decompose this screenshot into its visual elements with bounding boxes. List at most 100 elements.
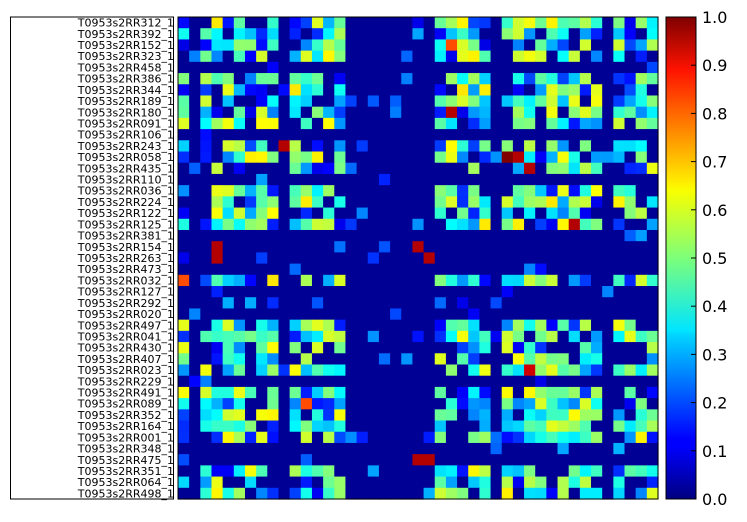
heatmap-cell bbox=[490, 487, 503, 500]
heatmap-cell bbox=[524, 151, 536, 164]
heatmap-cell bbox=[311, 420, 324, 433]
heatmap-cell bbox=[602, 173, 614, 186]
heatmap-cell bbox=[367, 84, 380, 97]
heatmap-cell bbox=[378, 129, 391, 141]
heatmap-cell bbox=[568, 252, 581, 265]
heatmap-cell bbox=[356, 353, 369, 366]
heatmap-cell bbox=[311, 218, 324, 231]
heatmap-cell bbox=[557, 50, 570, 63]
heatmap-cell bbox=[244, 420, 257, 433]
heatmap-cell bbox=[591, 487, 603, 500]
heatmap-cell bbox=[591, 409, 603, 422]
heatmap-cell bbox=[423, 286, 436, 298]
heatmap-cell bbox=[200, 330, 213, 343]
heatmap-cell bbox=[535, 375, 547, 388]
heatmap-cell bbox=[568, 420, 581, 433]
heatmap-cell bbox=[579, 420, 592, 433]
heatmap-cell bbox=[289, 431, 302, 444]
heatmap-cell bbox=[189, 173, 201, 186]
heatmap-cell bbox=[535, 162, 547, 175]
heatmap-cell bbox=[479, 162, 492, 175]
heatmap-cell bbox=[311, 465, 324, 478]
heatmap-cell bbox=[200, 129, 213, 141]
heatmap-cell bbox=[557, 398, 570, 410]
heatmap-cell bbox=[579, 162, 592, 175]
heatmap-cell bbox=[390, 465, 402, 478]
heatmap-cell bbox=[289, 364, 302, 377]
heatmap-cell bbox=[401, 476, 414, 489]
heatmap-cell bbox=[178, 73, 190, 85]
heatmap-cell bbox=[646, 28, 659, 41]
heatmap-cell bbox=[390, 454, 402, 466]
heatmap-cell bbox=[646, 241, 659, 253]
heatmap-cell bbox=[423, 375, 436, 388]
row-label: T0953s2RR292_1 bbox=[77, 297, 174, 310]
heatmap-cell bbox=[445, 319, 458, 332]
heatmap-cell bbox=[189, 308, 201, 321]
heatmap-cell bbox=[646, 185, 659, 197]
heatmap-cell bbox=[512, 386, 525, 399]
row-label: T0953s2RR001_1 bbox=[77, 431, 174, 444]
row-label: T0953s2RR106_1 bbox=[77, 129, 174, 142]
heatmap-cell bbox=[378, 364, 391, 377]
heatmap-cell bbox=[535, 95, 547, 108]
heatmap-cell bbox=[178, 252, 190, 265]
heatmap-cell bbox=[267, 84, 280, 97]
heatmap-cell bbox=[535, 431, 547, 444]
heatmap-cell bbox=[178, 297, 190, 310]
heatmap-cell bbox=[557, 308, 570, 321]
heatmap-cell bbox=[468, 375, 480, 388]
heatmap-cell bbox=[646, 263, 659, 276]
heatmap-cell bbox=[244, 454, 257, 466]
colorbar: 0.00.10.20.30.40.50.60.70.80.91.0 bbox=[665, 8, 727, 509]
heatmap-cell bbox=[524, 84, 536, 97]
heatmap-cell bbox=[591, 442, 603, 455]
heatmap-cell bbox=[524, 61, 536, 74]
heatmap-cell bbox=[568, 319, 581, 332]
heatmap-cell bbox=[356, 342, 369, 354]
heatmap-cell bbox=[222, 28, 235, 41]
heatmap-cell bbox=[501, 342, 514, 354]
heatmap-cell bbox=[367, 364, 380, 377]
heatmap-cell bbox=[390, 476, 402, 489]
heatmap-cell bbox=[602, 196, 614, 209]
heatmap-cell bbox=[445, 398, 458, 410]
heatmap-cell bbox=[189, 241, 201, 253]
heatmap-cell bbox=[267, 17, 280, 29]
heatmap-cell bbox=[479, 129, 492, 141]
heatmap-cell bbox=[256, 364, 268, 377]
heatmap-cell bbox=[222, 117, 235, 130]
heatmap-cell bbox=[468, 465, 480, 478]
heatmap-cell bbox=[624, 420, 637, 433]
heatmap-cell bbox=[300, 185, 313, 197]
heatmap-cell bbox=[468, 398, 480, 410]
heatmap-cell bbox=[423, 73, 436, 85]
heatmap-cell bbox=[535, 364, 547, 377]
heatmap-cell bbox=[334, 162, 347, 175]
heatmap-cell bbox=[546, 353, 559, 366]
heatmap-cell bbox=[222, 50, 235, 63]
heatmap-cell bbox=[579, 252, 592, 265]
heatmap-cell bbox=[535, 17, 547, 29]
heatmap-cell bbox=[189, 151, 201, 164]
heatmap-cell bbox=[568, 353, 581, 366]
heatmap-cell bbox=[635, 39, 648, 52]
heatmap-cell bbox=[613, 151, 626, 164]
heatmap-cell bbox=[222, 398, 235, 410]
heatmap-cell bbox=[356, 263, 369, 276]
heatmap-cell bbox=[423, 465, 436, 478]
heatmap-cell bbox=[501, 442, 514, 455]
heatmap-cell bbox=[278, 151, 291, 164]
heatmap-cell bbox=[334, 84, 347, 97]
heatmap-cell bbox=[278, 398, 291, 410]
heatmap-cell bbox=[635, 386, 648, 399]
heatmap-cell bbox=[635, 308, 648, 321]
heatmap-cell bbox=[445, 353, 458, 366]
heatmap-cell bbox=[591, 297, 603, 310]
heatmap-cell bbox=[490, 218, 503, 231]
heatmap-cell bbox=[267, 252, 280, 265]
heatmap-cell bbox=[535, 274, 547, 287]
heatmap-cell bbox=[345, 431, 358, 444]
heatmap-cell bbox=[378, 342, 391, 354]
heatmap-cell bbox=[211, 431, 224, 444]
